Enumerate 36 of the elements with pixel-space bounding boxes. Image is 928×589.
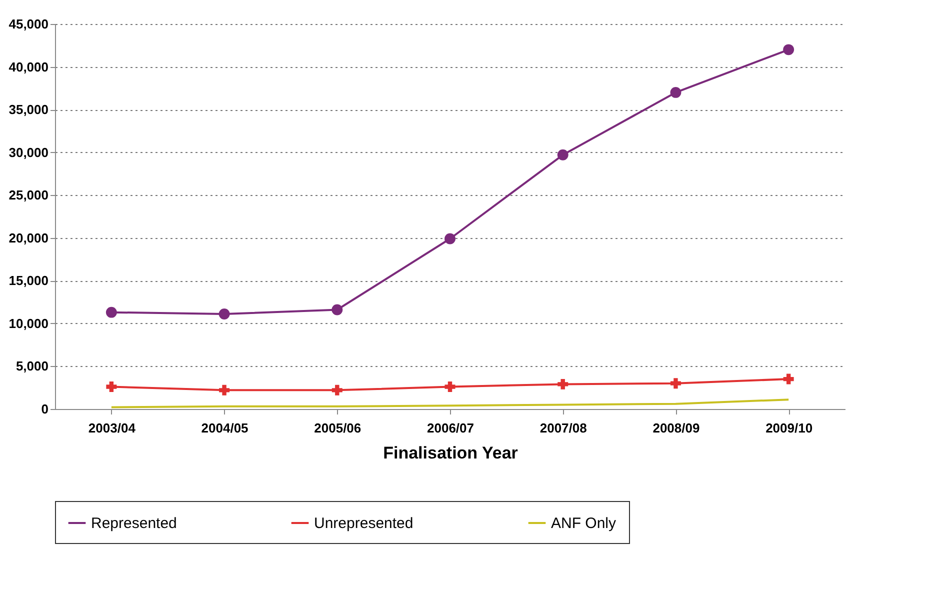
point	[783, 374, 794, 384]
x-tick-label: 2007/08	[540, 420, 587, 436]
point	[444, 233, 456, 244]
legend-label: Unrepresented	[314, 515, 414, 532]
point	[444, 382, 456, 392]
point	[219, 384, 230, 396]
point	[218, 308, 230, 320]
y-tick-label: 35,000	[8, 102, 48, 118]
y-tick-label: 5,000	[16, 358, 48, 374]
y-tick-label: 10,000	[8, 316, 48, 331]
point	[558, 378, 568, 390]
point	[332, 304, 343, 316]
y-tick-label: 40,000	[8, 59, 48, 74]
y-tick-label: 15,000	[8, 273, 48, 288]
point	[106, 382, 117, 392]
y-tick-label: 45,000	[8, 16, 48, 32]
x-tick-label: 2005/06	[314, 420, 362, 436]
y-tick-label: 25,000	[8, 188, 48, 203]
legend-label: Represented	[91, 515, 177, 532]
point	[670, 86, 682, 98]
point	[332, 384, 342, 396]
y-tick-label: 20,000	[8, 230, 48, 246]
x-tick-label: 2008/09	[652, 420, 700, 436]
line-series	[110, 398, 790, 408]
point	[557, 149, 568, 160]
legend-label: ANF Only	[551, 515, 617, 532]
point	[670, 378, 681, 389]
y-tick-label: 30,000	[8, 144, 48, 160]
x-tick-label: 2003/04	[88, 420, 136, 436]
y-tick-label: 0	[41, 402, 48, 416]
point	[106, 306, 117, 318]
point	[783, 44, 794, 56]
x-tick-label: 2009/10	[766, 420, 813, 436]
x-tick-label: 2006/07	[427, 420, 474, 436]
x-axis-title: Finalisation Year	[383, 444, 518, 462]
x-tick-label: 2004/05	[201, 420, 248, 436]
